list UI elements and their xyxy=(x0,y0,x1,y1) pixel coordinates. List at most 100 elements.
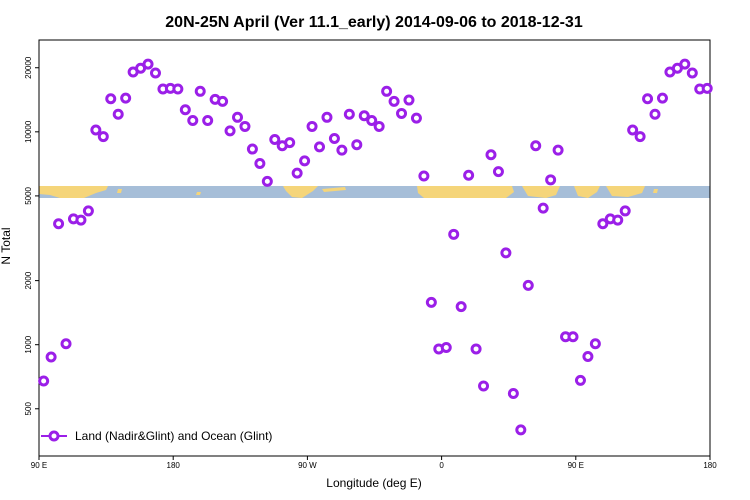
data-point xyxy=(53,218,65,230)
data-point xyxy=(358,110,370,122)
y-tick-label: 500 xyxy=(24,402,33,416)
data-point xyxy=(381,85,393,97)
land-africa xyxy=(417,186,514,198)
land-arabia xyxy=(522,186,560,198)
data-point xyxy=(38,375,50,387)
data-point xyxy=(500,247,512,259)
data-point xyxy=(105,93,117,105)
data-point xyxy=(239,120,251,132)
plot-frame xyxy=(38,39,711,457)
data-point xyxy=(321,111,333,123)
data-point xyxy=(60,338,72,350)
y-tick-label: 10000 xyxy=(24,120,33,143)
data-point xyxy=(627,124,639,136)
x-tick-label: 90 E xyxy=(31,461,47,470)
chart-title: 20N-25N April (Ver 11.1_early) 2014-09-0… xyxy=(165,14,583,31)
data-point xyxy=(619,205,631,217)
y-axis-label: N Total xyxy=(0,227,13,264)
data-point xyxy=(396,107,408,119)
data-point xyxy=(455,301,467,313)
data-point xyxy=(448,228,460,240)
y-axis-ticks: 500 1000 2000 5000 10000 20000 xyxy=(24,56,39,415)
land-mexico xyxy=(283,186,318,198)
data-point xyxy=(388,95,400,107)
data-point xyxy=(642,93,654,105)
y-tick-label: 1000 xyxy=(24,335,33,353)
data-point xyxy=(373,120,385,132)
data-point xyxy=(306,120,318,132)
data-point xyxy=(224,125,236,137)
data-point xyxy=(485,149,497,161)
data-point xyxy=(403,94,415,106)
data-point xyxy=(589,338,601,350)
data-point xyxy=(470,343,482,355)
data-point xyxy=(574,374,586,386)
data-point xyxy=(232,111,244,123)
land-se-asia xyxy=(606,186,645,197)
legend-label: Land (Nadir&Glint) and Ocean (Glint) xyxy=(75,429,272,443)
data-point xyxy=(202,115,214,127)
x-tick-label: 0 xyxy=(439,461,444,470)
x-tick-label: 180 xyxy=(703,461,717,470)
data-point xyxy=(679,58,691,70)
data-point xyxy=(425,296,437,308)
data-point xyxy=(612,214,624,226)
data-point xyxy=(582,351,594,363)
data-point xyxy=(522,279,534,291)
data-point xyxy=(179,104,191,116)
data-point xyxy=(634,131,646,143)
data-point xyxy=(463,169,475,181)
x-axis-label: Longitude (deg E) xyxy=(326,476,421,490)
data-point xyxy=(686,67,698,79)
x-axis-ticks: 90 E 180 90 W 0 90 E 180 xyxy=(31,456,717,470)
y-tick-label: 5000 xyxy=(24,186,33,204)
data-point xyxy=(440,342,452,354)
data-point xyxy=(82,205,94,217)
data-point xyxy=(217,95,229,107)
y-tick-label: 20000 xyxy=(24,56,33,79)
data-point xyxy=(656,92,668,104)
data-point xyxy=(597,218,609,230)
data-point xyxy=(246,143,258,155)
data-point xyxy=(194,85,206,97)
data-point xyxy=(172,83,184,95)
data-point xyxy=(507,387,519,399)
data-point xyxy=(537,202,549,214)
data-point xyxy=(299,155,311,167)
data-point xyxy=(187,115,199,127)
land-india xyxy=(574,186,600,198)
land-taiwan-2 xyxy=(653,189,658,193)
land-hawaii xyxy=(196,192,201,195)
data-points xyxy=(38,58,713,436)
data-point xyxy=(552,144,564,156)
data-point xyxy=(478,380,490,392)
data-point xyxy=(269,134,281,146)
data-point xyxy=(45,351,57,363)
land-taiwan xyxy=(117,189,122,193)
legend-marker xyxy=(48,430,60,442)
land-asia xyxy=(39,186,108,198)
data-point xyxy=(97,131,109,143)
data-point xyxy=(343,108,355,120)
data-point xyxy=(90,124,102,136)
data-point xyxy=(120,92,132,104)
data-point xyxy=(328,133,340,145)
data-point xyxy=(649,108,661,120)
data-point xyxy=(254,157,266,169)
data-point xyxy=(410,112,422,124)
data-point xyxy=(336,144,348,156)
data-point xyxy=(284,137,296,149)
data-point xyxy=(149,67,161,79)
x-tick-label: 90 E xyxy=(568,461,584,470)
data-point xyxy=(366,115,378,127)
data-point xyxy=(291,167,303,179)
data-point xyxy=(545,174,557,186)
legend: Land (Nadir&Glint) and Ocean (Glint) xyxy=(41,429,272,443)
data-point xyxy=(701,82,713,94)
x-tick-label: 180 xyxy=(167,461,181,470)
data-point xyxy=(142,58,154,70)
data-point xyxy=(492,166,504,178)
data-point xyxy=(261,175,273,187)
data-point xyxy=(112,108,124,120)
